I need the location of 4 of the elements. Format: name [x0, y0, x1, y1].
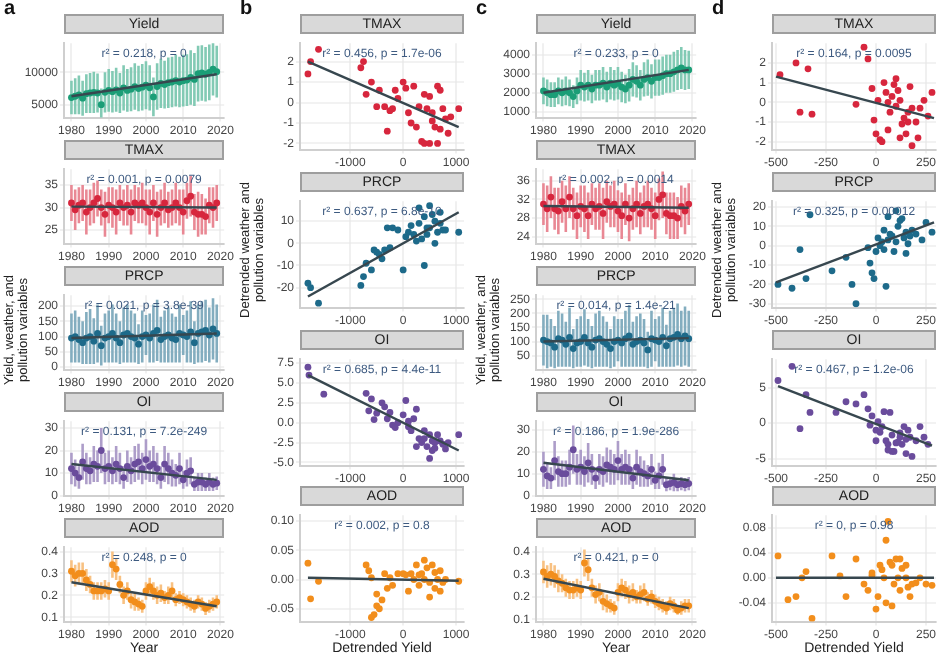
text: b	[240, 0, 253, 20]
text: d	[712, 0, 725, 20]
text: a	[4, 0, 16, 20]
text: c	[476, 0, 488, 20]
